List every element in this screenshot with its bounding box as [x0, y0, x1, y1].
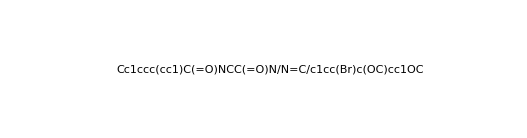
Text: Cc1ccc(cc1)C(=O)NCC(=O)N/N=C/c1cc(Br)c(OC)cc1OC: Cc1ccc(cc1)C(=O)NCC(=O)N/N=C/c1cc(Br)c(O… — [116, 65, 424, 75]
